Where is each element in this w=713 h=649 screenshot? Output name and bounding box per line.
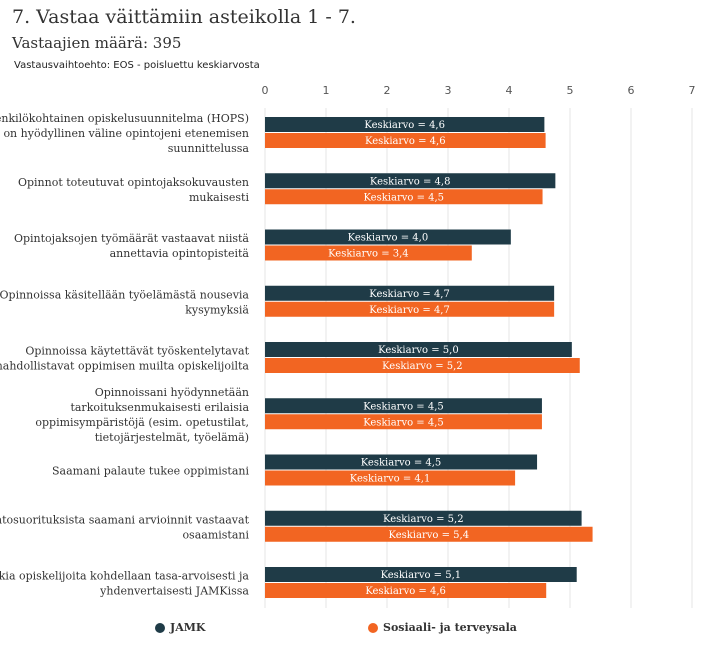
data-label: Keskiarvo = 4,0	[348, 233, 429, 244]
category-label: Henkilökohtainen opiskelusuunnitelma (HO…	[0, 112, 249, 125]
x-tick-label: 0	[262, 84, 269, 97]
legend-item-sote: Sosiaali- ja terveysala	[368, 621, 517, 634]
data-label: Keskiarvo = 4,6	[364, 120, 445, 131]
category-label: Saamani palaute tukee oppimistani	[52, 465, 249, 478]
data-label: Keskiarvo = 4,5	[361, 458, 442, 469]
category-label: mahdollistavat oppimisen muilta opiskeli…	[0, 360, 249, 373]
data-label: Keskiarvo = 4,5	[363, 192, 444, 203]
category-label: kysymyksiä	[185, 303, 249, 316]
data-label: Keskiarvo = 3,4	[328, 249, 409, 260]
bar-sote	[265, 470, 516, 486]
data-label: Keskiarvo = 4,5	[363, 401, 444, 412]
bar-sote	[265, 301, 555, 317]
legend-label-jamk: JAMK	[170, 621, 206, 634]
data-label: Keskiarvo = 4,5	[363, 417, 444, 428]
bar-jamk	[265, 117, 545, 132]
data-label: Keskiarvo = 4,1	[350, 474, 431, 485]
data-label: Keskiarvo = 5,1	[381, 570, 462, 581]
bar-sote	[265, 358, 580, 373]
x-tick-label: 6	[628, 84, 635, 97]
x-tick-label: 2	[384, 84, 391, 97]
chart-title: 7. Vastaa väittämiin asteikolla 1 - 7.	[12, 6, 356, 28]
bar-jamk	[265, 510, 582, 526]
x-tick-label: 7	[689, 84, 696, 97]
data-label: Keskiarvo = 5,2	[383, 514, 464, 525]
bar-jamk	[265, 229, 511, 245]
category-label: oppimisympäristöjä (esim. opetustilat,	[35, 416, 249, 429]
category-label: Opintojaksojen työmäärät vastaavat niist…	[14, 232, 249, 245]
legend-item-jamk: JAMK	[155, 621, 205, 634]
data-label: Keskiarvo = 5,2	[382, 361, 463, 372]
bar-sote	[265, 133, 546, 148]
bar-jamk	[265, 398, 542, 414]
bar-jamk	[265, 285, 555, 301]
category-label: suunnittelussa	[168, 142, 250, 155]
category-label: tietojärjestelmät, työelämä)	[95, 431, 249, 444]
data-label: Keskiarvo = 4,7	[369, 305, 450, 316]
bar-jamk	[265, 454, 538, 470]
data-label: Keskiarvo = 5,0	[378, 345, 459, 356]
category-label: osaamistani	[182, 528, 249, 541]
bar-sote	[265, 526, 593, 542]
legend-label-sote: Sosiaali- ja terveysala	[383, 621, 517, 634]
category-label: on hyödyllinen väline opintojeni etenemi…	[3, 127, 249, 140]
category-label: Kaikkia opiskelijoita kohdellaan tasa-ar…	[0, 570, 249, 583]
bar-jamk	[265, 567, 577, 582]
legend-swatch-sote	[368, 622, 378, 633]
bar-sote	[265, 414, 542, 430]
data-label: Keskiarvo = 5,4	[389, 530, 470, 541]
x-tick-label: 4	[506, 84, 513, 97]
x-tick-label: 3	[445, 84, 452, 97]
data-label: Keskiarvo = 4,8	[370, 176, 451, 187]
bar-sote	[265, 583, 547, 598]
bar-sote	[265, 245, 472, 261]
answer-option-note: Vastausvaihtoehto: EOS - poisluettu kesk…	[14, 60, 260, 71]
legend-swatch-jamk	[155, 622, 165, 633]
category-label: tarkoituksenmukaisesti erilaisia	[70, 401, 249, 414]
data-label: Keskiarvo = 4,6	[365, 586, 446, 597]
category-label: mukaisesti	[189, 191, 249, 204]
bar-sote	[265, 189, 543, 205]
respondent-count: Vastaajien määrä: 395	[12, 34, 182, 52]
category-label: Opinnoissa käytettävät työskentelytavat	[25, 345, 249, 358]
category-label: Opinnoissani hyödynnetään	[95, 386, 249, 399]
category-label: Opinnoissa käsitellään työelämästä nouse…	[0, 288, 249, 301]
data-label: Keskiarvo = 4,7	[369, 289, 450, 300]
data-label: Keskiarvo = 4,6	[365, 136, 446, 147]
bar-jamk	[265, 173, 556, 189]
x-tick-label: 1	[323, 84, 330, 97]
category-label: Opintosuorituksista saamani arvioinnit v…	[0, 513, 250, 526]
category-label: yhdenvertaisesti JAMKissa	[99, 585, 249, 598]
category-label: Opinnot toteutuvat opintojaksokuvausten	[18, 176, 249, 189]
category-label: annettavia opintopisteitä	[110, 247, 250, 260]
x-tick-label: 5	[567, 84, 574, 97]
bar-jamk	[265, 342, 572, 357]
